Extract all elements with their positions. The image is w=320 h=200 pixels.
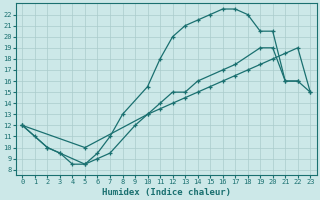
- X-axis label: Humidex (Indice chaleur): Humidex (Indice chaleur): [102, 188, 231, 197]
